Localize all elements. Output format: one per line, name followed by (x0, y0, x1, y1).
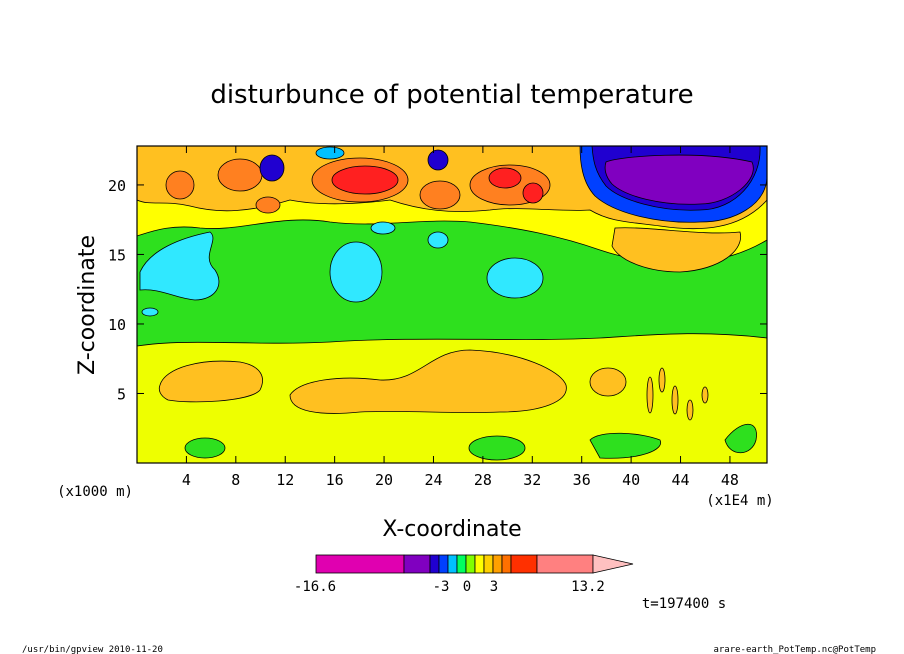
colorbar-swatch (315, 554, 405, 574)
y-scale-note: (x1000 m) (57, 484, 133, 500)
x-tick-label: 32 (523, 471, 541, 489)
colorbar-swatch (447, 554, 458, 574)
time-label: t=197400 s (642, 596, 726, 612)
cold-patch-5 (370, 221, 396, 235)
cold-spot-2 (427, 149, 449, 171)
cold-patch-1 (139, 231, 220, 301)
colorbar-swatch (429, 554, 440, 574)
green-patch-1 (184, 437, 226, 459)
x-tick-label: 48 (721, 471, 739, 489)
warm-cell-7 (255, 196, 281, 214)
x-tick-label: 28 (474, 471, 492, 489)
y-tick-label: 5 (117, 385, 126, 403)
colorbar-swatch (483, 554, 494, 574)
colorbar-swatch (438, 554, 449, 574)
plot-frame (136, 145, 768, 464)
warm-cell-4 (419, 180, 461, 210)
y-axis-label: Z-coordinate (75, 235, 100, 375)
footer-left: /usr/bin/gpview 2010-11-20 (22, 645, 163, 654)
x-tick-label: 16 (326, 471, 344, 489)
y-tick-label: 10 (108, 316, 126, 334)
cold-spot-3 (315, 146, 345, 160)
colorbar-swatch (501, 554, 512, 574)
warm-patch-2 (289, 349, 567, 414)
warm-cell-6 (165, 170, 195, 200)
colorbar-swatch (492, 554, 503, 574)
cold-patch-6 (141, 307, 159, 317)
colorbar-swatch (456, 554, 467, 574)
colorbar-extension-triangle (592, 554, 634, 574)
chart-title: disturbunce of potential temperature (210, 80, 693, 110)
cold-spot-1 (259, 154, 285, 182)
x-axis-ticks: 4 8 12 16 20 24 28 32 36 40 44 48 (182, 146, 739, 489)
x-axis-label: X-coordinate (382, 517, 521, 542)
y-axis-ticks: 5 10 15 20 (108, 177, 767, 403)
warm-cell-5 (217, 158, 263, 192)
colorbar-swatch (465, 554, 476, 574)
streaks-right (646, 367, 709, 421)
colorbar-swatch (536, 554, 594, 574)
warm-band-right (611, 227, 742, 273)
y-tick-label: 20 (108, 177, 126, 195)
warm-cell-3-core (522, 182, 544, 204)
warm-cell-2-core (488, 167, 522, 189)
colorbar-max-label: 13.2 (571, 579, 605, 595)
colorbar-label-0: 0 (463, 579, 471, 595)
cold-core-inner (604, 154, 754, 205)
warm-patch-1 (158, 360, 263, 403)
colorbar-swatch (474, 554, 485, 574)
colorbar (315, 554, 634, 574)
cold-patch-4 (427, 231, 449, 249)
colorbar-swatch (510, 554, 538, 574)
colorbar-swatch (403, 554, 431, 574)
cold-patch-3 (486, 257, 544, 299)
warm-patch-3 (589, 367, 627, 397)
x-scale-note: (x1E4 m) (706, 493, 773, 509)
x-tick-label: 36 (573, 471, 591, 489)
colorbar-label-neg3: -3 (433, 579, 450, 595)
x-tick-label: 12 (276, 471, 294, 489)
colorbar-min-label: -16.6 (294, 579, 336, 595)
cold-patch-2 (329, 241, 383, 303)
green-patch-2 (468, 435, 526, 461)
x-tick-label: 40 (622, 471, 640, 489)
footer-right: arare-earth_PotTemp.nc@PotTemp (713, 645, 876, 654)
x-tick-label: 44 (671, 471, 689, 489)
colorbar-label-3: 3 (490, 579, 498, 595)
contour-field (137, 146, 767, 463)
x-tick-label: 4 (182, 471, 191, 489)
warm-cell-1-core (331, 165, 399, 195)
x-tick-label: 8 (231, 471, 240, 489)
x-tick-label: 20 (375, 471, 393, 489)
green-patch-3 (589, 432, 661, 459)
green-patch-4 (724, 423, 757, 454)
x-tick-label: 24 (424, 471, 442, 489)
y-tick-label: 15 (108, 246, 126, 264)
